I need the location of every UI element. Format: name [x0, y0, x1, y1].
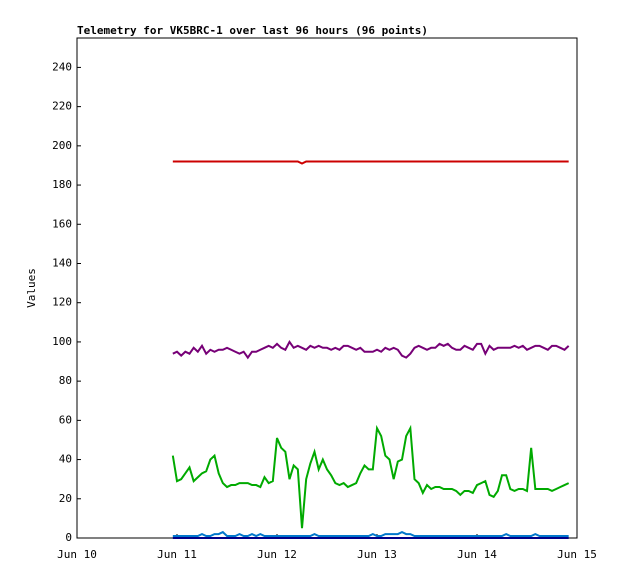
series-line: [171, 424, 570, 529]
x-tick-label: Jun 13: [357, 548, 397, 561]
y-tick-label: 20: [59, 492, 72, 505]
plot-area: [76, 37, 578, 539]
series-line: [172, 530, 569, 538]
y-tick-label: 0: [65, 531, 72, 544]
y-tick-label: 200: [52, 139, 72, 152]
y-tick-label: 220: [52, 100, 72, 113]
y-tick-label: 80: [59, 374, 72, 387]
x-tick-label: Jun 10: [57, 548, 97, 561]
y-tick-label: 240: [52, 60, 72, 73]
y-tick-label: 40: [59, 453, 72, 466]
y-tick-label: 160: [52, 217, 72, 230]
x-tick-label: Jun 15: [557, 548, 597, 561]
y-tick-label: 180: [52, 178, 72, 191]
y-tick-label: 60: [59, 413, 72, 426]
series-line: [172, 340, 570, 360]
x-tick-label: Jun 11: [157, 548, 197, 561]
y-tick-label: 100: [52, 335, 72, 348]
x-tick-label: Jun 14: [457, 548, 497, 561]
y-axis-label: Values: [25, 268, 38, 308]
x-tick-label: Jun 12: [257, 548, 297, 561]
series-line: [172, 160, 569, 165]
y-tick-label: 140: [52, 256, 72, 269]
y-tick-label: 120: [52, 296, 72, 309]
chart-title: Telemetry for VK5BRC-1 over last 96 hour…: [77, 24, 428, 37]
